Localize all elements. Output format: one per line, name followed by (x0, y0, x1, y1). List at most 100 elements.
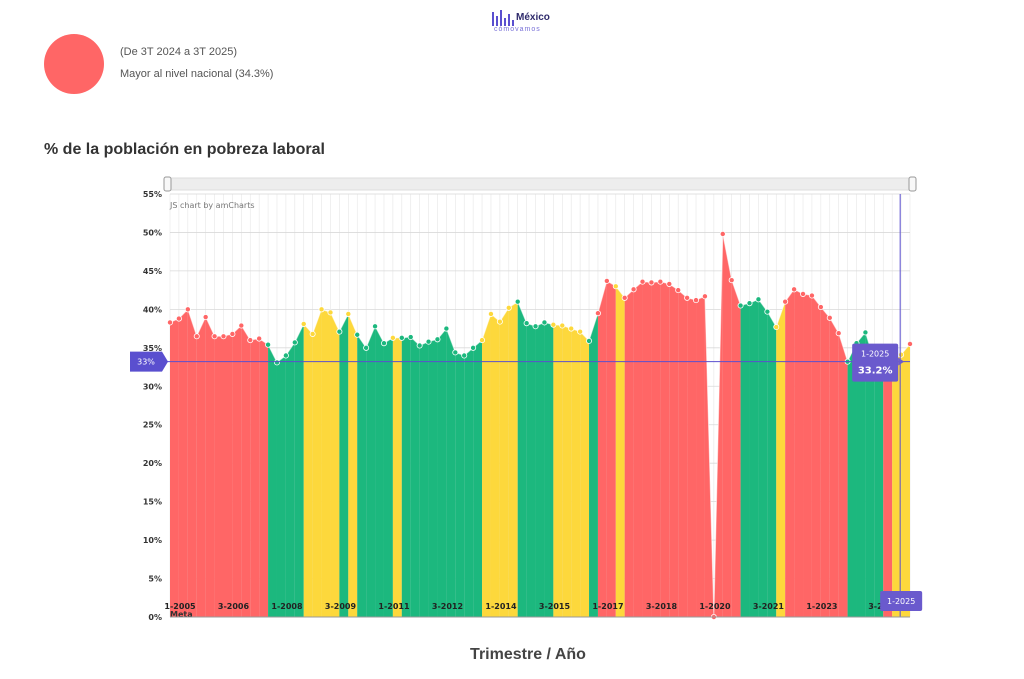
data-point[interactable] (211, 333, 218, 340)
data-point[interactable] (238, 322, 245, 329)
data-point[interactable] (594, 310, 601, 317)
data-point[interactable] (719, 230, 726, 237)
data-point[interactable] (336, 328, 343, 335)
data-point[interactable] (407, 334, 414, 341)
data-point[interactable] (514, 298, 521, 305)
area-segment (758, 299, 768, 617)
data-point[interactable] (791, 286, 798, 293)
data-point[interactable] (380, 340, 387, 347)
data-point[interactable] (737, 302, 744, 309)
data-point[interactable] (443, 325, 450, 332)
meta-name-label: Meta (170, 610, 193, 619)
data-point[interactable] (586, 337, 593, 344)
data-point[interactable] (273, 359, 280, 366)
data-point[interactable] (630, 286, 637, 293)
data-point[interactable] (684, 294, 691, 301)
data-point[interactable] (434, 336, 441, 343)
data-point[interactable] (461, 352, 468, 359)
data-point[interactable] (220, 333, 227, 340)
data-point[interactable] (193, 333, 200, 340)
data-point[interactable] (318, 306, 325, 313)
data-point[interactable] (728, 277, 735, 284)
data-point[interactable] (496, 318, 503, 325)
y-tick-label: 50% (143, 228, 162, 237)
data-point[interactable] (782, 298, 789, 305)
data-point[interactable] (808, 292, 815, 299)
data-point[interactable] (826, 314, 833, 321)
data-point[interactable] (675, 287, 682, 294)
data-point[interactable] (532, 323, 539, 330)
data-point[interactable] (487, 310, 494, 317)
data-point[interactable] (166, 319, 173, 326)
data-point[interactable] (817, 304, 824, 311)
area-segment (366, 326, 376, 617)
data-point[interactable] (345, 310, 352, 317)
data-point[interactable] (862, 329, 869, 336)
data-point[interactable] (577, 328, 584, 335)
data-point[interactable] (835, 330, 842, 337)
data-point[interactable] (648, 279, 655, 286)
logo-name: México (516, 12, 550, 23)
data-point[interactable] (666, 280, 673, 287)
data-point[interactable] (309, 330, 316, 337)
data-point[interactable] (603, 277, 610, 284)
y-tick-label: 30% (143, 382, 162, 391)
data-point[interactable] (389, 334, 396, 341)
y-tick-label: 45% (143, 267, 162, 276)
area-segment (446, 328, 456, 617)
data-point[interactable] (559, 322, 566, 329)
data-point[interactable] (612, 283, 619, 290)
area-segment (633, 281, 643, 617)
area-segment (303, 323, 313, 617)
data-point[interactable] (479, 337, 486, 344)
data-point[interactable] (746, 300, 753, 307)
data-point[interactable] (470, 344, 477, 351)
scroll-handle-left[interactable] (163, 176, 172, 192)
data-point[interactable] (693, 297, 700, 304)
data-point[interactable] (282, 352, 289, 359)
data-point[interactable] (256, 335, 263, 342)
data-point[interactable] (701, 293, 708, 300)
x-axis-title: Trimestre / Año (470, 646, 586, 663)
data-point[interactable] (202, 314, 209, 321)
data-point[interactable] (363, 344, 370, 351)
data-point[interactable] (639, 278, 646, 285)
scroll-handle-right[interactable] (908, 176, 917, 192)
data-point[interactable] (265, 341, 272, 348)
data-point[interactable] (550, 321, 557, 328)
data-point[interactable] (425, 338, 432, 345)
area-segment (615, 286, 625, 617)
data-point[interactable] (398, 334, 405, 341)
data-point[interactable] (372, 323, 379, 330)
data-point[interactable] (229, 330, 236, 337)
y-tick-label: 55% (143, 190, 162, 199)
data-point[interactable] (300, 320, 307, 327)
data-point[interactable] (541, 319, 548, 326)
data-point[interactable] (354, 331, 361, 338)
data-point[interactable] (621, 294, 628, 301)
data-point[interactable] (452, 349, 459, 356)
data-point[interactable] (523, 320, 530, 327)
data-point[interactable] (175, 315, 182, 322)
data-point[interactable] (568, 325, 575, 332)
data-point[interactable] (247, 337, 254, 344)
area-segment (731, 280, 741, 617)
data-point[interactable] (291, 339, 298, 346)
data-point[interactable] (505, 304, 512, 311)
data-point[interactable] (657, 278, 664, 285)
area-segment (410, 337, 420, 617)
data-point[interactable] (755, 296, 762, 303)
data-point[interactable] (764, 308, 771, 315)
data-point[interactable] (898, 351, 905, 358)
area-segment (196, 317, 206, 617)
data-point[interactable] (416, 342, 423, 349)
data-point[interactable] (800, 290, 807, 297)
data-point[interactable] (907, 340, 914, 347)
data-point[interactable] (327, 309, 334, 316)
area-segment (490, 313, 500, 617)
mexico-como-vamos-logo: México cómovamos (492, 6, 572, 36)
x-tick-label: 1-2023 (806, 602, 837, 611)
data-point[interactable] (773, 324, 780, 331)
data-point[interactable] (184, 306, 191, 313)
